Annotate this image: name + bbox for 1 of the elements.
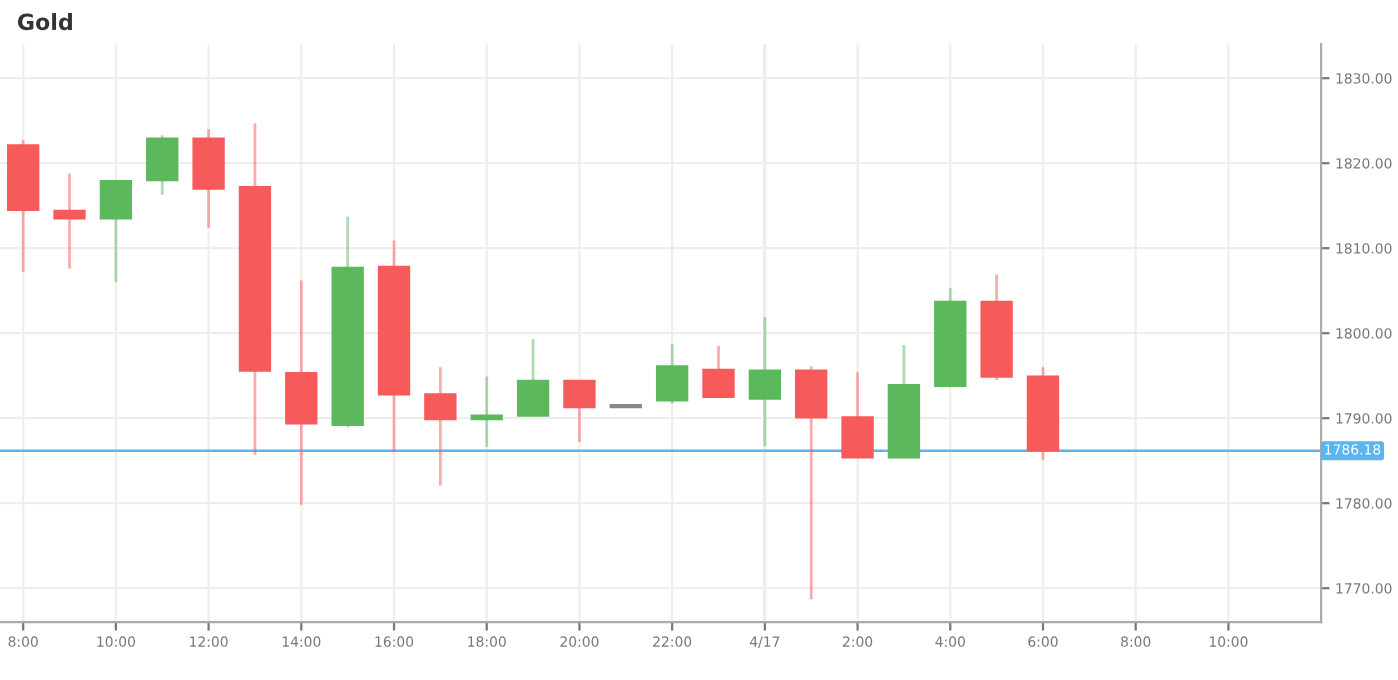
chart-title: Gold	[17, 13, 72, 31]
